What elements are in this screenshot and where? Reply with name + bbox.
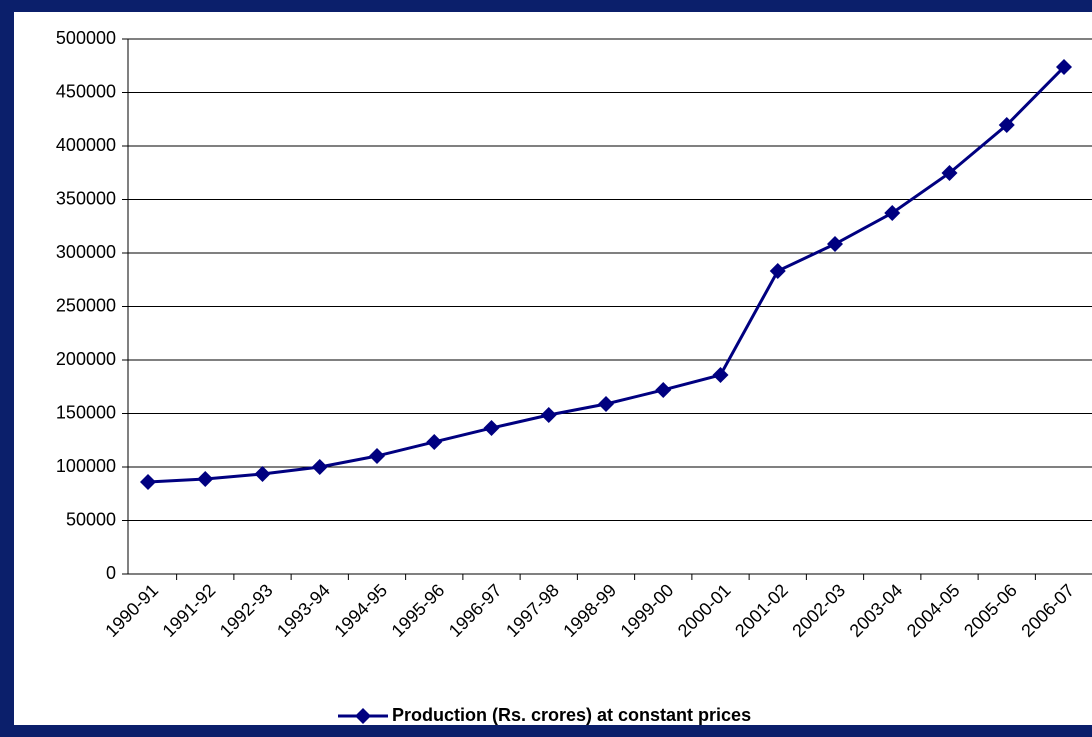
marker <box>197 470 214 487</box>
y-tick-label: 0 <box>106 563 116 583</box>
marker <box>140 473 156 490</box>
marker <box>941 164 958 181</box>
marker <box>769 262 786 279</box>
y-tick-label: 400000 <box>56 135 116 155</box>
chart-area <box>14 12 1092 725</box>
y-tick-label: 250000 <box>56 295 116 315</box>
marker <box>311 459 328 475</box>
marker <box>254 465 271 482</box>
marker <box>1056 59 1072 76</box>
y-tick-label: 300000 <box>56 242 116 262</box>
marker <box>598 395 614 412</box>
marker <box>540 406 557 423</box>
y-tick-label: 150000 <box>56 402 116 422</box>
y-tick-label: 350000 <box>56 188 116 208</box>
marker <box>426 433 443 450</box>
marker <box>827 236 843 253</box>
marker <box>369 447 385 464</box>
marker <box>655 381 672 398</box>
y-tick-label: 450000 <box>56 81 116 101</box>
marker <box>884 204 901 221</box>
y-tick-label: 50000 <box>66 509 116 529</box>
y-tick-label: 500000 <box>56 28 116 48</box>
marker <box>483 420 500 437</box>
marker <box>712 366 729 383</box>
legend-label: Production (Rs. crores) at constant pric… <box>392 705 751 725</box>
y-tick-label: 100000 <box>56 456 116 476</box>
legend-marker <box>355 708 371 724</box>
y-tick-label: 200000 <box>56 349 116 369</box>
marker <box>998 117 1015 134</box>
